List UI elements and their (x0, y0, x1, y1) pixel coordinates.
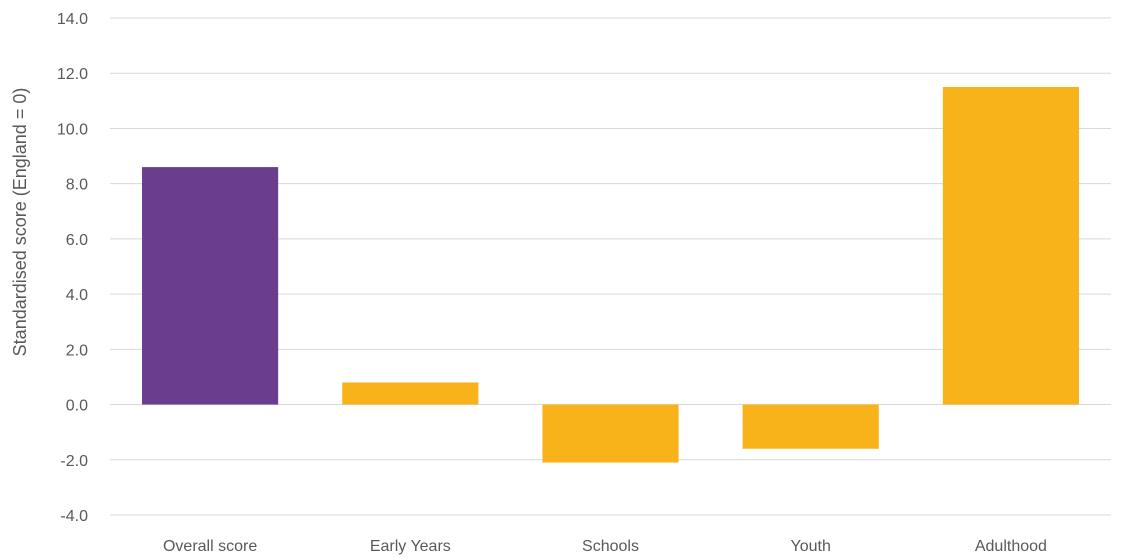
x-tick-label: Youth (791, 538, 831, 555)
x-tick-label: Adulthood (975, 538, 1047, 555)
y-tick-label: -4.0 (60, 508, 88, 525)
y-tick-label: 4.0 (66, 287, 88, 304)
y-tick-label: 10.0 (57, 121, 88, 138)
x-tick-label: Early Years (370, 538, 451, 555)
y-tick-label: 14.0 (57, 11, 88, 28)
x-tick-label: Schools (582, 538, 639, 555)
bar-early-years (342, 382, 479, 405)
y-tick-label: 6.0 (66, 232, 88, 249)
bar-adulthood (942, 87, 1079, 405)
bars (142, 87, 1079, 463)
y-tick-label: 0.0 (66, 398, 88, 415)
bar-schools (542, 404, 679, 463)
x-tick-labels: Overall score Early Years Schools Youth Adul… (163, 538, 1047, 555)
bar-overall-score (142, 167, 279, 405)
y-tick-label: -2.0 (60, 453, 88, 470)
y-tick-labels: 14.0 12.0 10.0 8.0 6.0 4.0 2.0 0.0 -2.0 -4.0 (57, 11, 88, 525)
y-tick-label: 12.0 (57, 66, 88, 83)
x-tick-label: Overall score (163, 538, 257, 555)
bar-youth (742, 404, 879, 449)
y-tick-label: 8.0 (66, 177, 88, 194)
y-tick-label: 2.0 (66, 342, 88, 359)
y-axis-title: Standardised score (England = 0) (10, 88, 30, 357)
